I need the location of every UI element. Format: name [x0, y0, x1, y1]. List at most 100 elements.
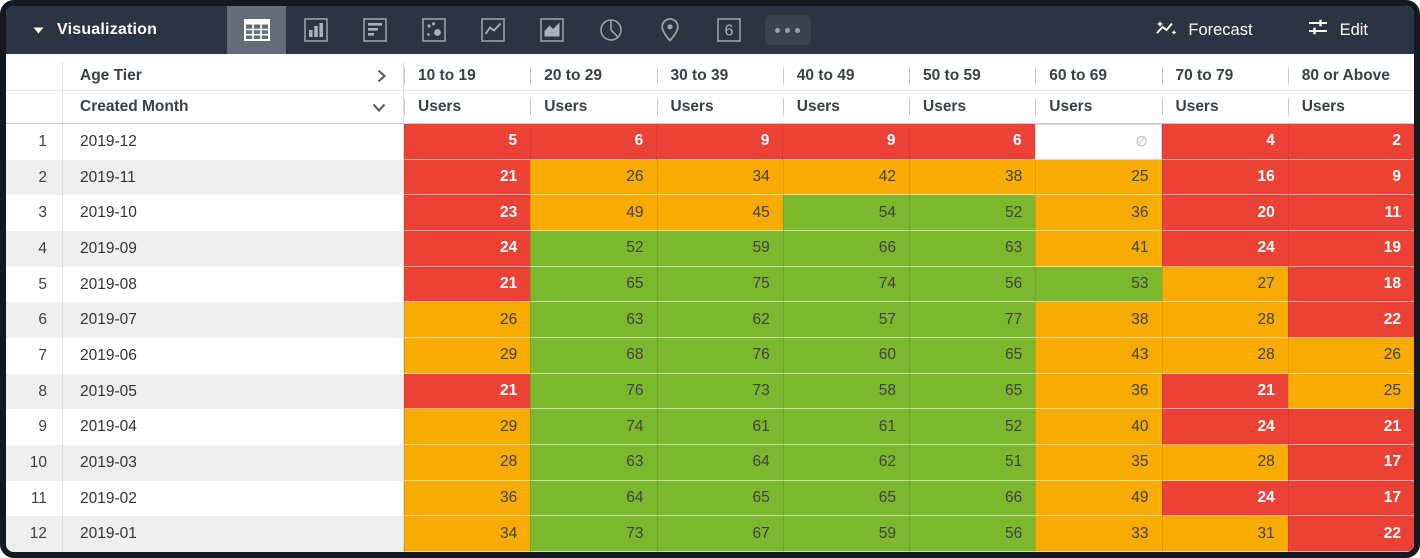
value-cell[interactable]: 62 — [656, 302, 783, 339]
pivot-value-header[interactable]: 70 to 79 — [1162, 62, 1288, 90]
value-cell[interactable]: 41 — [1035, 231, 1162, 267]
value-cell[interactable]: 28 — [1161, 302, 1288, 339]
viz-type-scatterplot[interactable] — [404, 6, 463, 54]
month-cell[interactable]: 2019-11 — [63, 159, 404, 196]
value-cell[interactable]: 75 — [656, 266, 783, 303]
value-cell[interactable]: 65 — [530, 266, 657, 303]
value-cell[interactable]: 34 — [404, 516, 531, 552]
value-cell[interactable]: 17 — [1287, 480, 1414, 517]
value-cell[interactable]: 16 — [1161, 159, 1288, 196]
value-cell[interactable]: 28 — [404, 445, 531, 481]
value-cell[interactable]: 29 — [404, 338, 531, 374]
value-cell[interactable]: 57 — [782, 302, 909, 339]
month-cell[interactable]: 2019-04 — [63, 409, 404, 446]
value-cell[interactable]: 61 — [782, 409, 909, 446]
value-cell[interactable]: 28 — [1161, 445, 1288, 481]
month-cell[interactable]: 2019-06 — [63, 338, 404, 374]
value-cell[interactable]: 34 — [656, 159, 783, 196]
value-cell[interactable]: 26 — [404, 302, 531, 339]
pivot-value-header[interactable]: 40 to 49 — [783, 62, 909, 90]
value-cell[interactable]: 52 — [909, 409, 1036, 446]
value-cell[interactable]: 24 — [1161, 480, 1288, 517]
pivot-value-header[interactable]: 80 or Above — [1288, 62, 1414, 90]
value-cell[interactable]: 20 — [1161, 195, 1288, 232]
value-cell[interactable]: 36 — [1035, 195, 1162, 232]
value-cell[interactable]: 31 — [1161, 516, 1288, 552]
value-cell[interactable]: 38 — [909, 159, 1036, 196]
value-cell[interactable]: 64 — [656, 445, 783, 481]
value-cell[interactable]: 21 — [1287, 409, 1414, 446]
measure-label-header[interactable]: Users — [1162, 91, 1288, 123]
value-cell[interactable]: 65 — [909, 373, 1036, 410]
value-cell[interactable]: 33 — [1035, 516, 1162, 552]
value-cell[interactable]: 9 — [656, 124, 783, 160]
viz-type-area-chart[interactable] — [522, 6, 581, 54]
measure-label-header[interactable]: Users — [909, 91, 1035, 123]
value-cell[interactable]: 9 — [1287, 159, 1414, 196]
pivot-value-header[interactable]: 30 to 39 — [657, 62, 783, 90]
viz-type-pie-chart[interactable] — [581, 6, 640, 54]
value-cell[interactable]: 17 — [1287, 445, 1414, 481]
value-cell[interactable]: 25 — [1287, 373, 1414, 410]
value-cell[interactable]: 51 — [909, 445, 1036, 481]
value-cell[interactable]: 42 — [782, 159, 909, 196]
value-cell[interactable]: 21 — [404, 266, 531, 303]
value-cell[interactable]: 21 — [1161, 373, 1288, 410]
value-cell[interactable]: 56 — [909, 516, 1036, 552]
month-cell[interactable]: 2019-10 — [63, 195, 404, 232]
value-cell[interactable]: 53 — [1035, 266, 1162, 303]
value-cell[interactable]: 4 — [1161, 124, 1288, 160]
value-cell[interactable]: 63 — [909, 231, 1036, 267]
pivot-value-header[interactable]: 20 to 29 — [530, 62, 656, 90]
value-cell[interactable]: 52 — [909, 195, 1036, 232]
measure-label-header[interactable]: Users — [1288, 91, 1414, 123]
value-cell[interactable]: 74 — [530, 409, 657, 446]
value-cell[interactable]: 43 — [1035, 338, 1162, 374]
value-cell[interactable]: 19 — [1287, 231, 1414, 267]
value-cell[interactable]: 26 — [1287, 338, 1414, 374]
value-cell[interactable]: 49 — [530, 195, 657, 232]
value-cell[interactable]: 36 — [1035, 373, 1162, 410]
viz-type-column-chart[interactable] — [286, 6, 345, 54]
value-cell[interactable]: 2 — [1287, 124, 1414, 160]
value-cell[interactable]: 26 — [530, 159, 657, 196]
month-cell[interactable]: 2019-02 — [63, 480, 404, 517]
month-cell[interactable]: 2019-08 — [63, 266, 404, 303]
value-cell[interactable]: 54 — [782, 195, 909, 232]
value-cell[interactable]: 67 — [656, 516, 783, 552]
value-cell[interactable]: 22 — [1287, 302, 1414, 339]
value-cell[interactable]: 58 — [782, 373, 909, 410]
value-cell[interactable]: 76 — [530, 373, 657, 410]
value-cell[interactable]: 35 — [1035, 445, 1162, 481]
value-cell[interactable]: 21 — [404, 373, 531, 410]
measure-label-header[interactable]: Users — [404, 91, 530, 123]
value-cell[interactable]: 63 — [530, 302, 657, 339]
measure-label-header[interactable]: Users — [530, 91, 656, 123]
value-cell[interactable]: 36 — [404, 480, 531, 517]
value-cell[interactable]: 52 — [530, 231, 657, 267]
value-cell[interactable]: 65 — [909, 338, 1036, 374]
pivot-field-header[interactable]: Age Tier — [63, 62, 404, 90]
value-cell[interactable]: 62 — [782, 445, 909, 481]
value-cell[interactable]: 22 — [1287, 516, 1414, 552]
month-cell[interactable]: 2019-03 — [63, 445, 404, 481]
value-cell[interactable]: 24 — [1161, 409, 1288, 446]
value-cell[interactable]: 24 — [404, 231, 531, 267]
month-cell[interactable]: 2019-07 — [63, 302, 404, 339]
month-cell[interactable]: 2019-12 — [63, 124, 404, 160]
value-cell[interactable]: 65 — [656, 480, 783, 517]
value-cell[interactable]: 65 — [782, 480, 909, 517]
viz-type-map[interactable] — [640, 6, 699, 54]
value-cell[interactable]: 25 — [1035, 159, 1162, 196]
value-cell[interactable]: 40 — [1035, 409, 1162, 446]
value-cell[interactable]: 73 — [656, 373, 783, 410]
pivot-value-header[interactable]: 50 to 59 — [909, 62, 1035, 90]
value-cell[interactable]: 66 — [909, 480, 1036, 517]
value-cell[interactable]: 63 — [530, 445, 657, 481]
visualization-section-toggle[interactable]: Visualization — [6, 6, 227, 54]
forecast-button[interactable]: Forecast — [1155, 18, 1253, 43]
value-cell[interactable]: 27 — [1161, 266, 1288, 303]
viz-type-bar-chart[interactable] — [345, 6, 404, 54]
value-cell[interactable]: 6 — [530, 124, 657, 160]
month-cell[interactable]: 2019-05 — [63, 373, 404, 410]
